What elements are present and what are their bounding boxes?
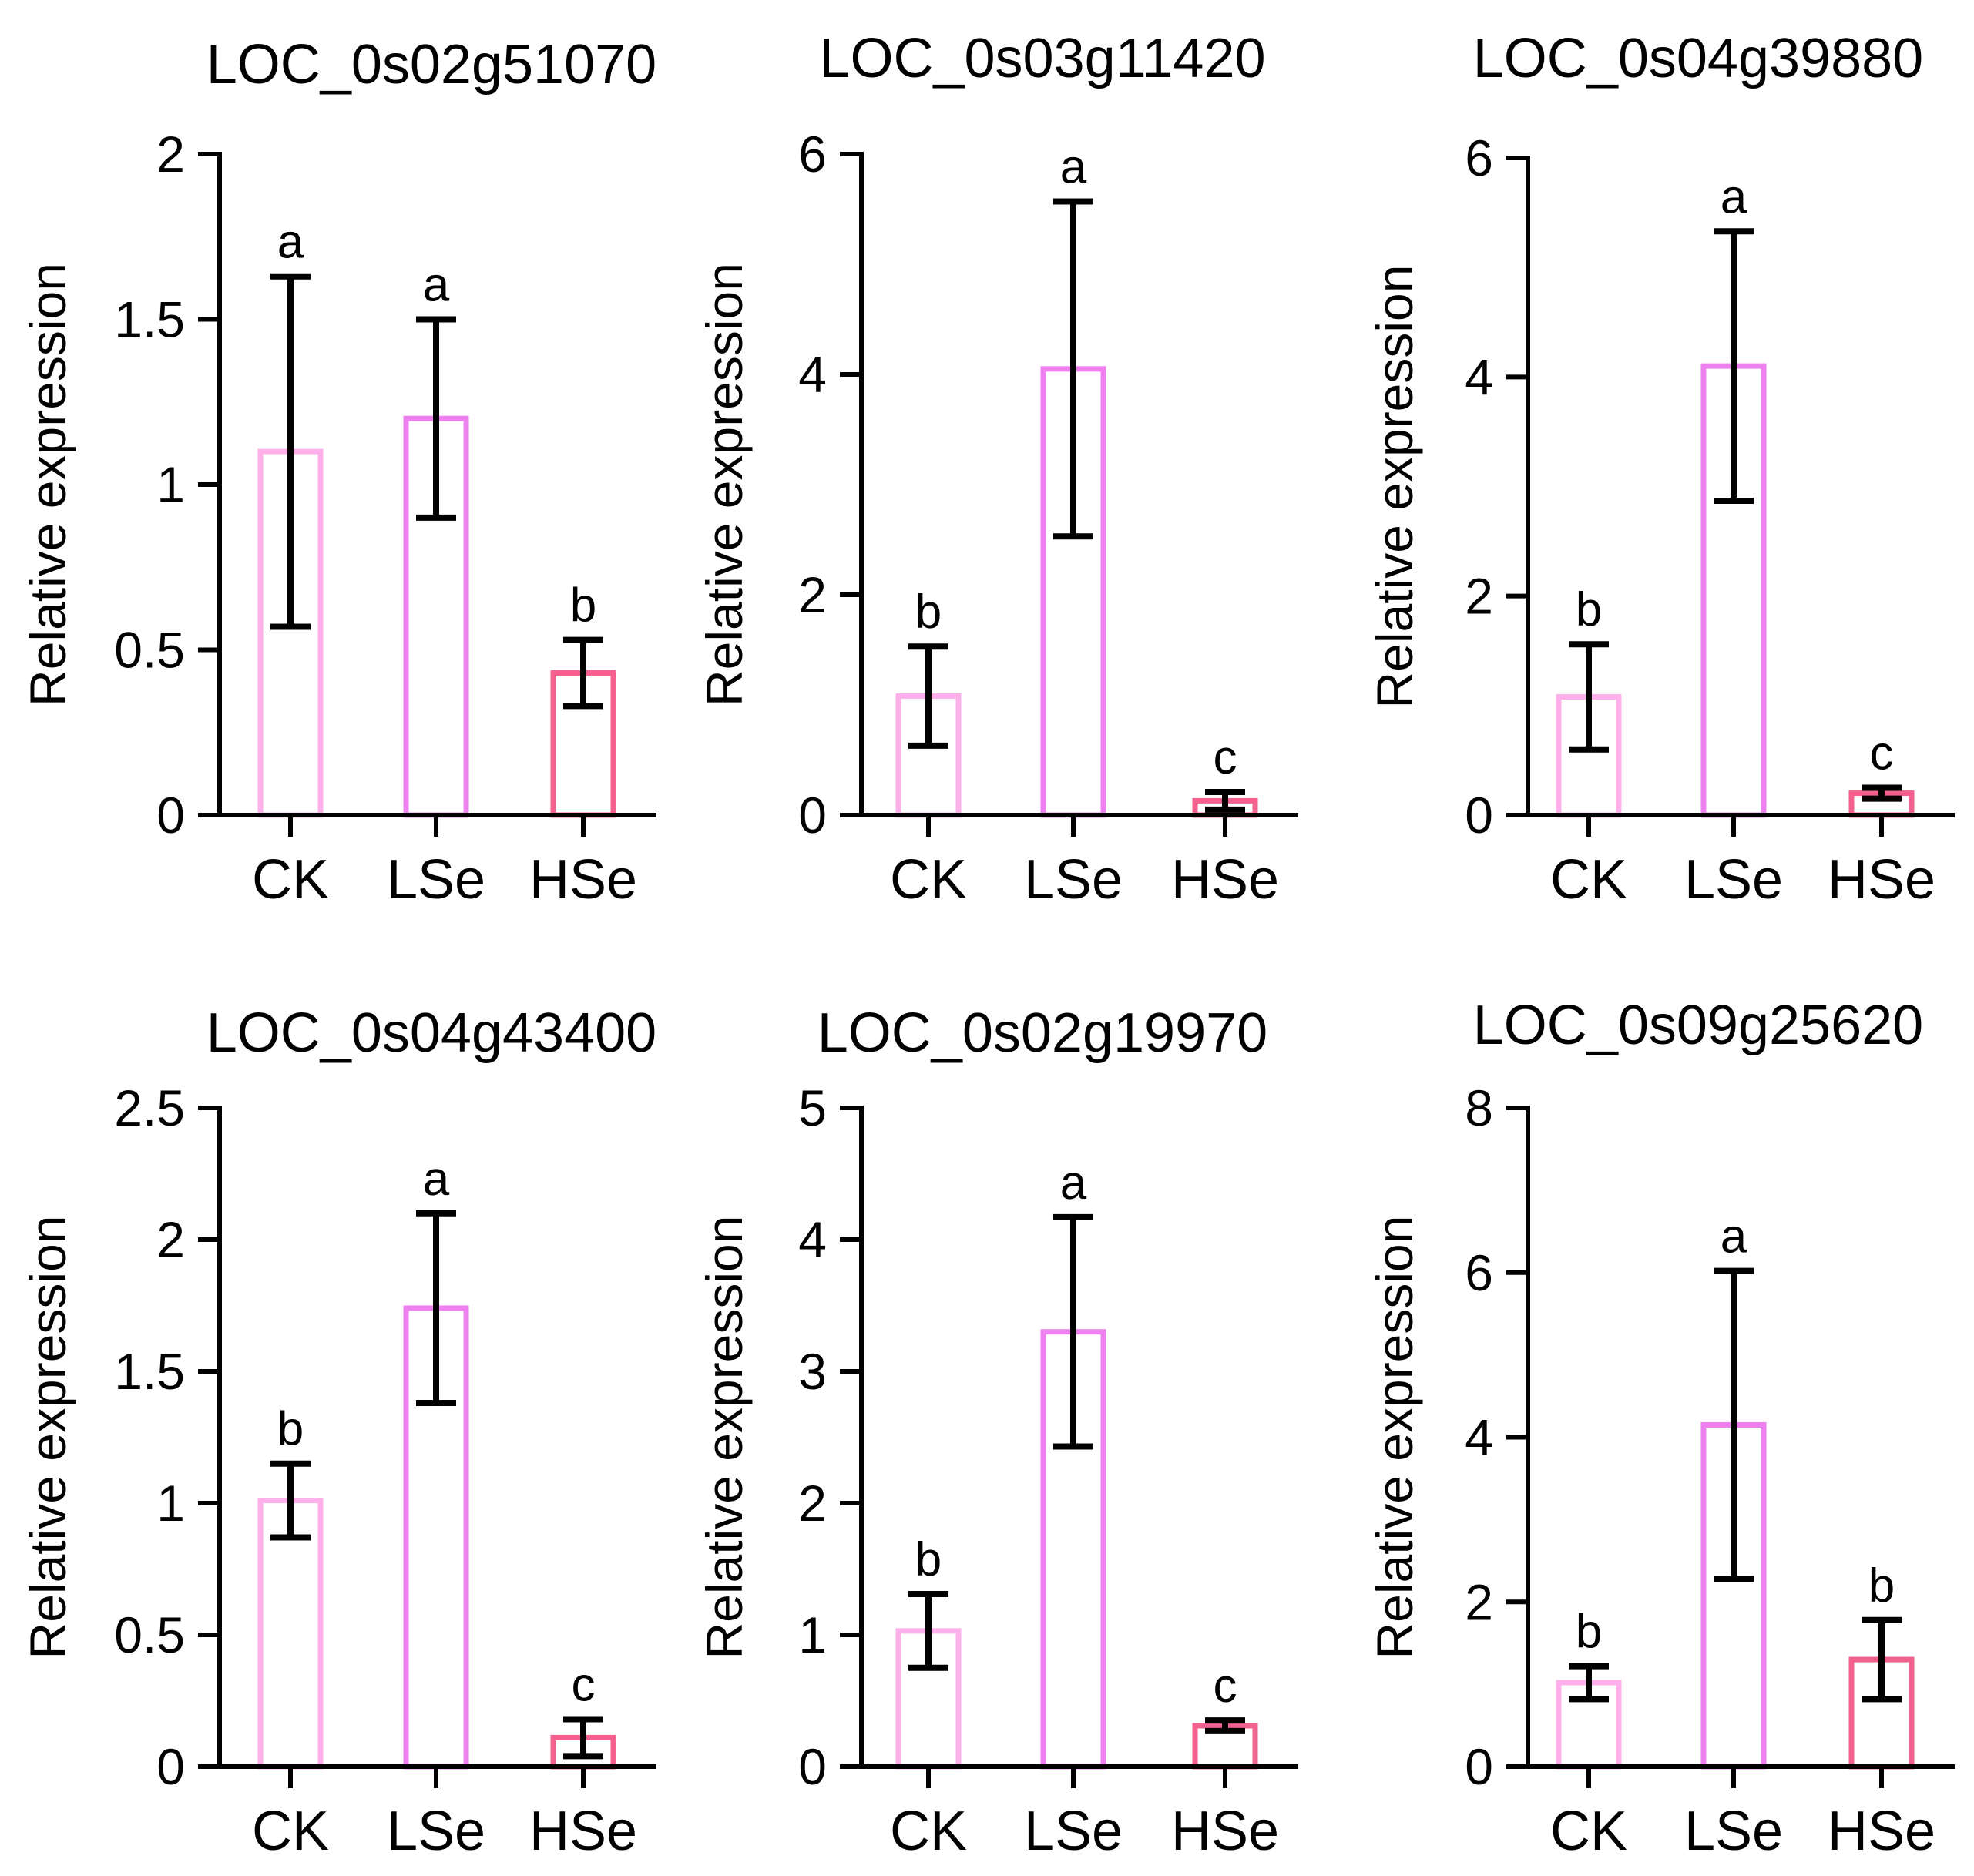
chart-title: LOC_0s02g51070 — [206, 34, 656, 96]
y-tick-label: 6 — [1465, 129, 1493, 186]
significance-letter: b — [1576, 583, 1602, 636]
significance-letter: b — [277, 1403, 304, 1456]
chart-panel-3: LOC_0s04g39880 Relative expression 0 2 4 6 CK b… — [1366, 28, 1955, 911]
chart-panel-5: LOC_0s02g19970 Relative expression 0 1 2 3 4 5 C… — [696, 1002, 1298, 1862]
x-tick-label-lse: LSe — [1024, 849, 1123, 911]
significance-letter: a — [423, 259, 450, 312]
chart-title: LOC_0s04g39880 — [1473, 28, 1923, 89]
y-tick-label: 6 — [1465, 1244, 1493, 1301]
y-axis-label: Relative expression — [1366, 1216, 1423, 1660]
x-tick-label-lse: LSe — [1024, 1800, 1123, 1862]
x-tick-label-hse: HSe — [1171, 849, 1279, 911]
y-axis-label: Relative expression — [696, 263, 753, 706]
chart-panel-2: LOC_0s03g11420 Relative expression 0 2 4 6 CK b… — [696, 28, 1298, 911]
y-tick-label: 4 — [798, 346, 827, 403]
x-tick-label-lse: LSe — [387, 849, 485, 911]
significance-letter: a — [1721, 170, 1747, 223]
y-tick-label: 0 — [1465, 787, 1493, 844]
significance-letter: c — [1870, 727, 1894, 780]
y-tick-label: 0 — [798, 787, 827, 844]
y-tick-label: 2 — [798, 566, 827, 623]
y-tick-label: 1.5 — [114, 291, 185, 348]
y-tick-label: 5 — [798, 1079, 827, 1136]
y-tick-label: 1 — [798, 1606, 827, 1663]
x-tick-label-ck: CK — [252, 849, 329, 911]
y-tick-label: 0 — [156, 1738, 185, 1795]
y-tick-label: 0.5 — [114, 1606, 185, 1663]
x-tick-label-hse: HSe — [1828, 849, 1935, 911]
y-axis-label: Relative expression — [19, 263, 76, 706]
significance-letter: a — [277, 216, 304, 269]
y-tick-label: 4 — [1465, 348, 1493, 405]
x-tick-label-ck: CK — [890, 849, 967, 911]
y-axis-label: Relative expression — [1366, 265, 1423, 709]
y-tick-label: 2 — [1465, 568, 1493, 625]
x-tick-label-ck: CK — [1550, 849, 1627, 911]
y-tick-label: 4 — [798, 1211, 827, 1268]
y-tick-label: 1.5 — [114, 1343, 185, 1400]
chart-title: LOC_0s02g19970 — [817, 1002, 1267, 1064]
y-tick-label: 4 — [1465, 1409, 1493, 1466]
significance-letter: a — [1060, 1156, 1087, 1210]
significance-letter: b — [1576, 1606, 1602, 1659]
y-tick-label: 2.5 — [114, 1079, 185, 1136]
significance-letter: b — [915, 1533, 942, 1586]
x-tick-label-ck: CK — [252, 1800, 329, 1862]
y-tick-label: 1 — [156, 1475, 185, 1532]
y-tick-label: 2 — [156, 1211, 185, 1268]
x-tick-label-hse: HSe — [1828, 1800, 1935, 1862]
chart-panel-1: LOC_0s02g51070 Relative expression 0 0.5 1 1.… — [19, 34, 656, 911]
x-tick-label-lse: LSe — [1684, 1800, 1783, 1862]
y-tick-label: 0.5 — [114, 622, 185, 679]
x-tick-label-hse: HSe — [1171, 1800, 1279, 1862]
x-tick-label-ck: CK — [1550, 1800, 1627, 1862]
y-axis-label: Relative expression — [696, 1216, 753, 1660]
chart-title: LOC_0s09g25620 — [1473, 995, 1923, 1056]
y-tick-label: 2 — [1465, 1573, 1493, 1630]
chart-panel-6: LOC_0s09g25620 Relative expression 0 2 4 6 8 CK… — [1366, 995, 1955, 1862]
y-tick-label: 0 — [156, 787, 185, 844]
y-axis-label: Relative expression — [19, 1216, 76, 1660]
y-tick-label: 0 — [798, 1738, 827, 1795]
y-tick-label: 8 — [1465, 1079, 1493, 1136]
y-tick-label: 3 — [798, 1343, 827, 1400]
significance-letter: a — [1721, 1210, 1747, 1264]
x-tick-label-lse: LSe — [387, 1800, 485, 1862]
significance-letter: a — [423, 1153, 450, 1206]
chart-panel-4: LOC_0s04g43400 Relative expression 0 0.5 1 1.… — [19, 1002, 656, 1862]
significance-letter: c — [572, 1658, 596, 1711]
significance-letter: c — [1214, 731, 1237, 784]
y-tick-label: 1 — [156, 456, 185, 513]
y-tick-label: 2 — [798, 1475, 827, 1532]
significance-letter: b — [570, 579, 596, 633]
chart-title: LOC_0s03g11420 — [819, 28, 1265, 89]
y-tick-label: 2 — [156, 126, 185, 183]
x-tick-label-ck: CK — [890, 1800, 967, 1862]
chart-title: LOC_0s04g43400 — [206, 1002, 656, 1064]
y-tick-label: 0 — [1465, 1738, 1493, 1795]
significance-letter: b — [1868, 1559, 1895, 1613]
x-tick-label-lse: LSe — [1684, 849, 1783, 911]
significance-letter: a — [1060, 140, 1087, 193]
x-tick-label-hse: HSe — [529, 849, 637, 911]
significance-letter: b — [915, 586, 942, 639]
x-tick-label-hse: HSe — [529, 1800, 637, 1862]
y-tick-label: 6 — [798, 126, 827, 183]
significance-letter: c — [1214, 1660, 1237, 1713]
